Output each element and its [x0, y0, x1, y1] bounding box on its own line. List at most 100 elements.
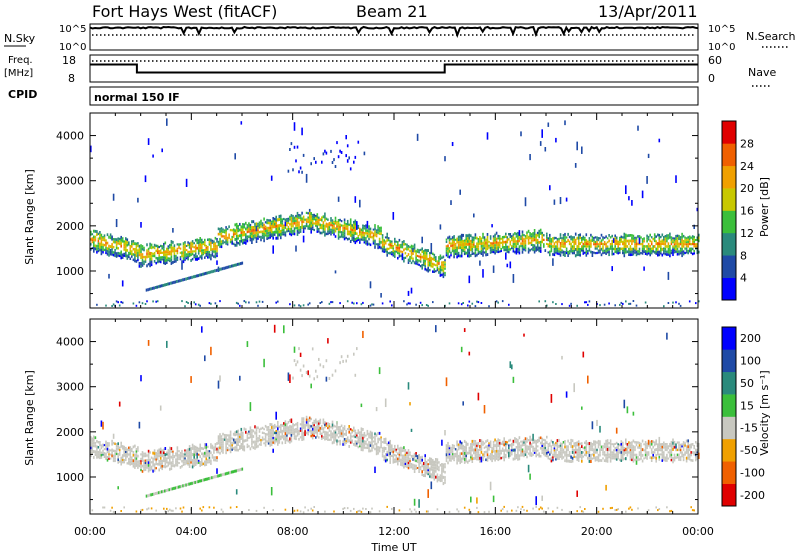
data-cell [629, 247, 632, 251]
data-cell [552, 453, 554, 457]
data-cell [208, 452, 211, 455]
data-cell [153, 466, 156, 469]
data-cell [140, 247, 142, 251]
data-cell [535, 452, 537, 455]
data-cell [348, 237, 350, 240]
data-cell [468, 236, 471, 240]
data-cell [167, 253, 170, 256]
data-cell [141, 464, 144, 468]
data-cell [348, 156, 350, 160]
data-cell [505, 445, 507, 448]
data-cell [135, 254, 138, 257]
data-cell [395, 244, 398, 247]
data-cell [264, 234, 267, 237]
data-cell [286, 222, 288, 225]
data-cell [126, 455, 129, 458]
data-cell [363, 227, 366, 230]
data-cell [539, 240, 542, 244]
data-cell [678, 234, 680, 238]
data-cell [387, 451, 390, 454]
data-cell [182, 453, 185, 456]
data-cell [685, 237, 688, 240]
data-cell [495, 249, 498, 253]
data-cell [568, 240, 571, 243]
data-cell [275, 218, 277, 222]
data-cell [266, 226, 268, 230]
data-cell [103, 243, 106, 247]
data-cell [91, 439, 94, 443]
data-cell [489, 455, 492, 458]
data-cell [166, 451, 168, 454]
data-cell [593, 243, 595, 246]
data-cell [512, 242, 515, 246]
data-cell [521, 444, 524, 447]
data-cell [138, 253, 141, 257]
data-cell [239, 234, 241, 238]
data-cell [175, 458, 177, 461]
data-cell [518, 236, 521, 240]
data-cell [535, 444, 537, 448]
data-cell [346, 232, 349, 236]
data-cell [286, 436, 288, 439]
data-cell [275, 230, 277, 234]
data-cell [194, 274, 196, 278]
data-cell [447, 247, 449, 250]
data-cell [146, 252, 148, 256]
data-cell [577, 234, 580, 237]
data-cell [465, 237, 467, 240]
data-cell [237, 432, 239, 436]
data-cell [460, 457, 463, 461]
data-cell [480, 448, 483, 451]
data-cell [246, 443, 249, 446]
data-cell [217, 268, 219, 272]
data-cell [406, 458, 408, 461]
data-cell [623, 254, 626, 258]
data-cell [691, 237, 694, 241]
data-cell [573, 383, 575, 393]
data-cell [550, 456, 553, 460]
data-cell [324, 438, 326, 441]
data-cell [457, 454, 460, 458]
data-cell [657, 233, 659, 237]
data-cell [322, 215, 325, 219]
data-cell [208, 461, 211, 464]
data-cell [389, 245, 391, 249]
data-cell [570, 235, 572, 238]
data-cell [349, 437, 352, 440]
data-cell [232, 235, 235, 238]
data-cell [468, 275, 471, 284]
data-cell [225, 442, 227, 446]
data-cell [351, 441, 353, 444]
data-cell [261, 236, 264, 239]
data-cell [289, 232, 291, 236]
data-cell [120, 459, 122, 463]
data-cell [280, 428, 282, 431]
data-cell [441, 261, 443, 264]
data-cell [559, 242, 562, 245]
data-cell [93, 238, 95, 242]
data-cell [497, 458, 499, 462]
data-cell [658, 245, 661, 248]
data-cell [90, 145, 92, 153]
data-cell [477, 451, 480, 454]
data-cell [652, 247, 654, 251]
data-cell [371, 446, 373, 450]
data-cell [473, 442, 475, 446]
data-cell [416, 455, 419, 458]
data-cell [488, 246, 490, 249]
data-cell [418, 461, 420, 464]
data-cell [295, 217, 297, 220]
data-cell [218, 268, 221, 272]
data-cell [543, 447, 545, 450]
data-cell [415, 250, 417, 253]
data-cell [377, 246, 379, 250]
data-cell [308, 416, 311, 420]
data-cell [188, 445, 191, 448]
data-cell [467, 242, 469, 246]
data-cell [105, 455, 107, 458]
data-cell [511, 445, 513, 448]
data-cell [287, 221, 290, 224]
data-cell [520, 131, 522, 137]
data-cell [211, 239, 214, 242]
data-cell [667, 245, 670, 248]
